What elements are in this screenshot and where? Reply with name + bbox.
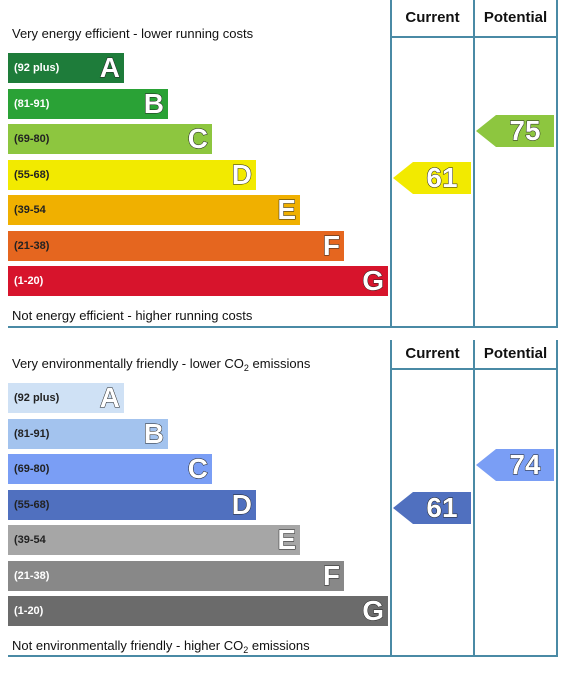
current-column-header: Current <box>405 9 460 26</box>
potential-rating-value: 74 <box>509 449 541 481</box>
rating-bar-g: (1-20) G <box>8 265 388 296</box>
rating-bar-c: (69-80) C <box>8 123 212 154</box>
band-range-label: (1-20) <box>14 275 44 287</box>
bottom-rule <box>8 326 558 328</box>
band-letter: C <box>187 453 208 484</box>
band-range-label: (55-68) <box>14 168 50 181</box>
current-rating-value: 61 <box>426 161 458 193</box>
header-rule <box>390 36 558 38</box>
band-range-label: (39-54 <box>14 534 46 546</box>
current-rating-arrow: 61 <box>393 491 471 524</box>
band-letter: E <box>277 524 297 555</box>
band-letter: C <box>187 123 208 154</box>
band-range-label: (21-38) <box>14 569 50 582</box>
rating-bar-a: (92 plus) A <box>8 382 124 413</box>
band-letter: E <box>277 194 297 225</box>
band-letter: G <box>362 595 385 626</box>
band-letter: A <box>99 382 120 413</box>
rating-bar-c: (69-80) C <box>8 453 212 484</box>
chart-bottom-text: Not energy efficient - higher running co… <box>12 308 253 323</box>
potential-rating-arrow: 75 <box>476 115 554 147</box>
bottom-rule <box>8 655 558 657</box>
band-range-label: (69-80) <box>14 133 50 145</box>
band-range-label: (21-38) <box>14 239 50 252</box>
band-letter: F <box>322 229 340 261</box>
rating-bar-d: (55-68) D <box>8 158 256 190</box>
environmental-impact-chart: Current Potential Very environmentally f… <box>0 340 570 660</box>
band-range-label: (39-54 <box>14 204 46 216</box>
potential-rating-value: 75 <box>509 115 541 147</box>
current-column-header: Current <box>405 345 460 362</box>
rating-bar-f: (21-38) F <box>8 229 344 261</box>
rating-bar-b: (81-91) B <box>8 417 168 449</box>
column-divider <box>390 340 392 655</box>
chart-top-text: Very energy efficient - lower running co… <box>12 26 254 41</box>
column-divider <box>390 0 392 326</box>
column-divider <box>556 340 558 655</box>
band-letter: D <box>231 158 252 190</box>
band-range-label: (69-80) <box>14 463 50 475</box>
band-letter: B <box>143 417 164 449</box>
band-range-label: (55-68) <box>14 498 50 511</box>
band-letter: G <box>362 265 385 296</box>
band-letter: A <box>99 52 120 83</box>
rating-bar-b: (81-91) B <box>8 87 168 119</box>
current-rating-value: 61 <box>426 491 458 523</box>
band-range-label: (92 plus) <box>14 62 60 74</box>
energy-efficiency-chart: Current Potential Very energy efficient … <box>0 0 570 330</box>
column-divider <box>556 0 558 326</box>
chart-bottom-text: Not environmentally friendly - higher CO… <box>12 638 310 655</box>
column-divider <box>473 0 475 326</box>
column-divider <box>473 340 475 655</box>
potential-column-header: Potential <box>483 9 548 26</box>
current-rating-arrow: 61 <box>393 161 471 194</box>
rating-bar-a: (92 plus) A <box>8 52 124 83</box>
rating-bar-d: (55-68) D <box>8 488 256 520</box>
header-rule <box>390 368 558 370</box>
rating-bar-f: (21-38) F <box>8 559 344 591</box>
band-range-label: (81-91) <box>14 427 50 440</box>
rating-bar-e: (39-54 E <box>8 194 300 225</box>
band-range-label: (81-91) <box>14 97 50 110</box>
potential-column-header: Potential <box>483 345 548 362</box>
band-letter: B <box>143 87 164 119</box>
rating-bar-e: (39-54 E <box>8 524 300 555</box>
band-range-label: (1-20) <box>14 605 44 617</box>
band-range-label: (92 plus) <box>14 392 60 404</box>
band-letter: D <box>231 488 252 520</box>
band-letter: F <box>322 559 340 591</box>
potential-rating-arrow: 74 <box>476 449 554 481</box>
chart-top-text: Very environmentally friendly - lower CO… <box>12 356 311 373</box>
rating-bar-g: (1-20) G <box>8 595 388 626</box>
